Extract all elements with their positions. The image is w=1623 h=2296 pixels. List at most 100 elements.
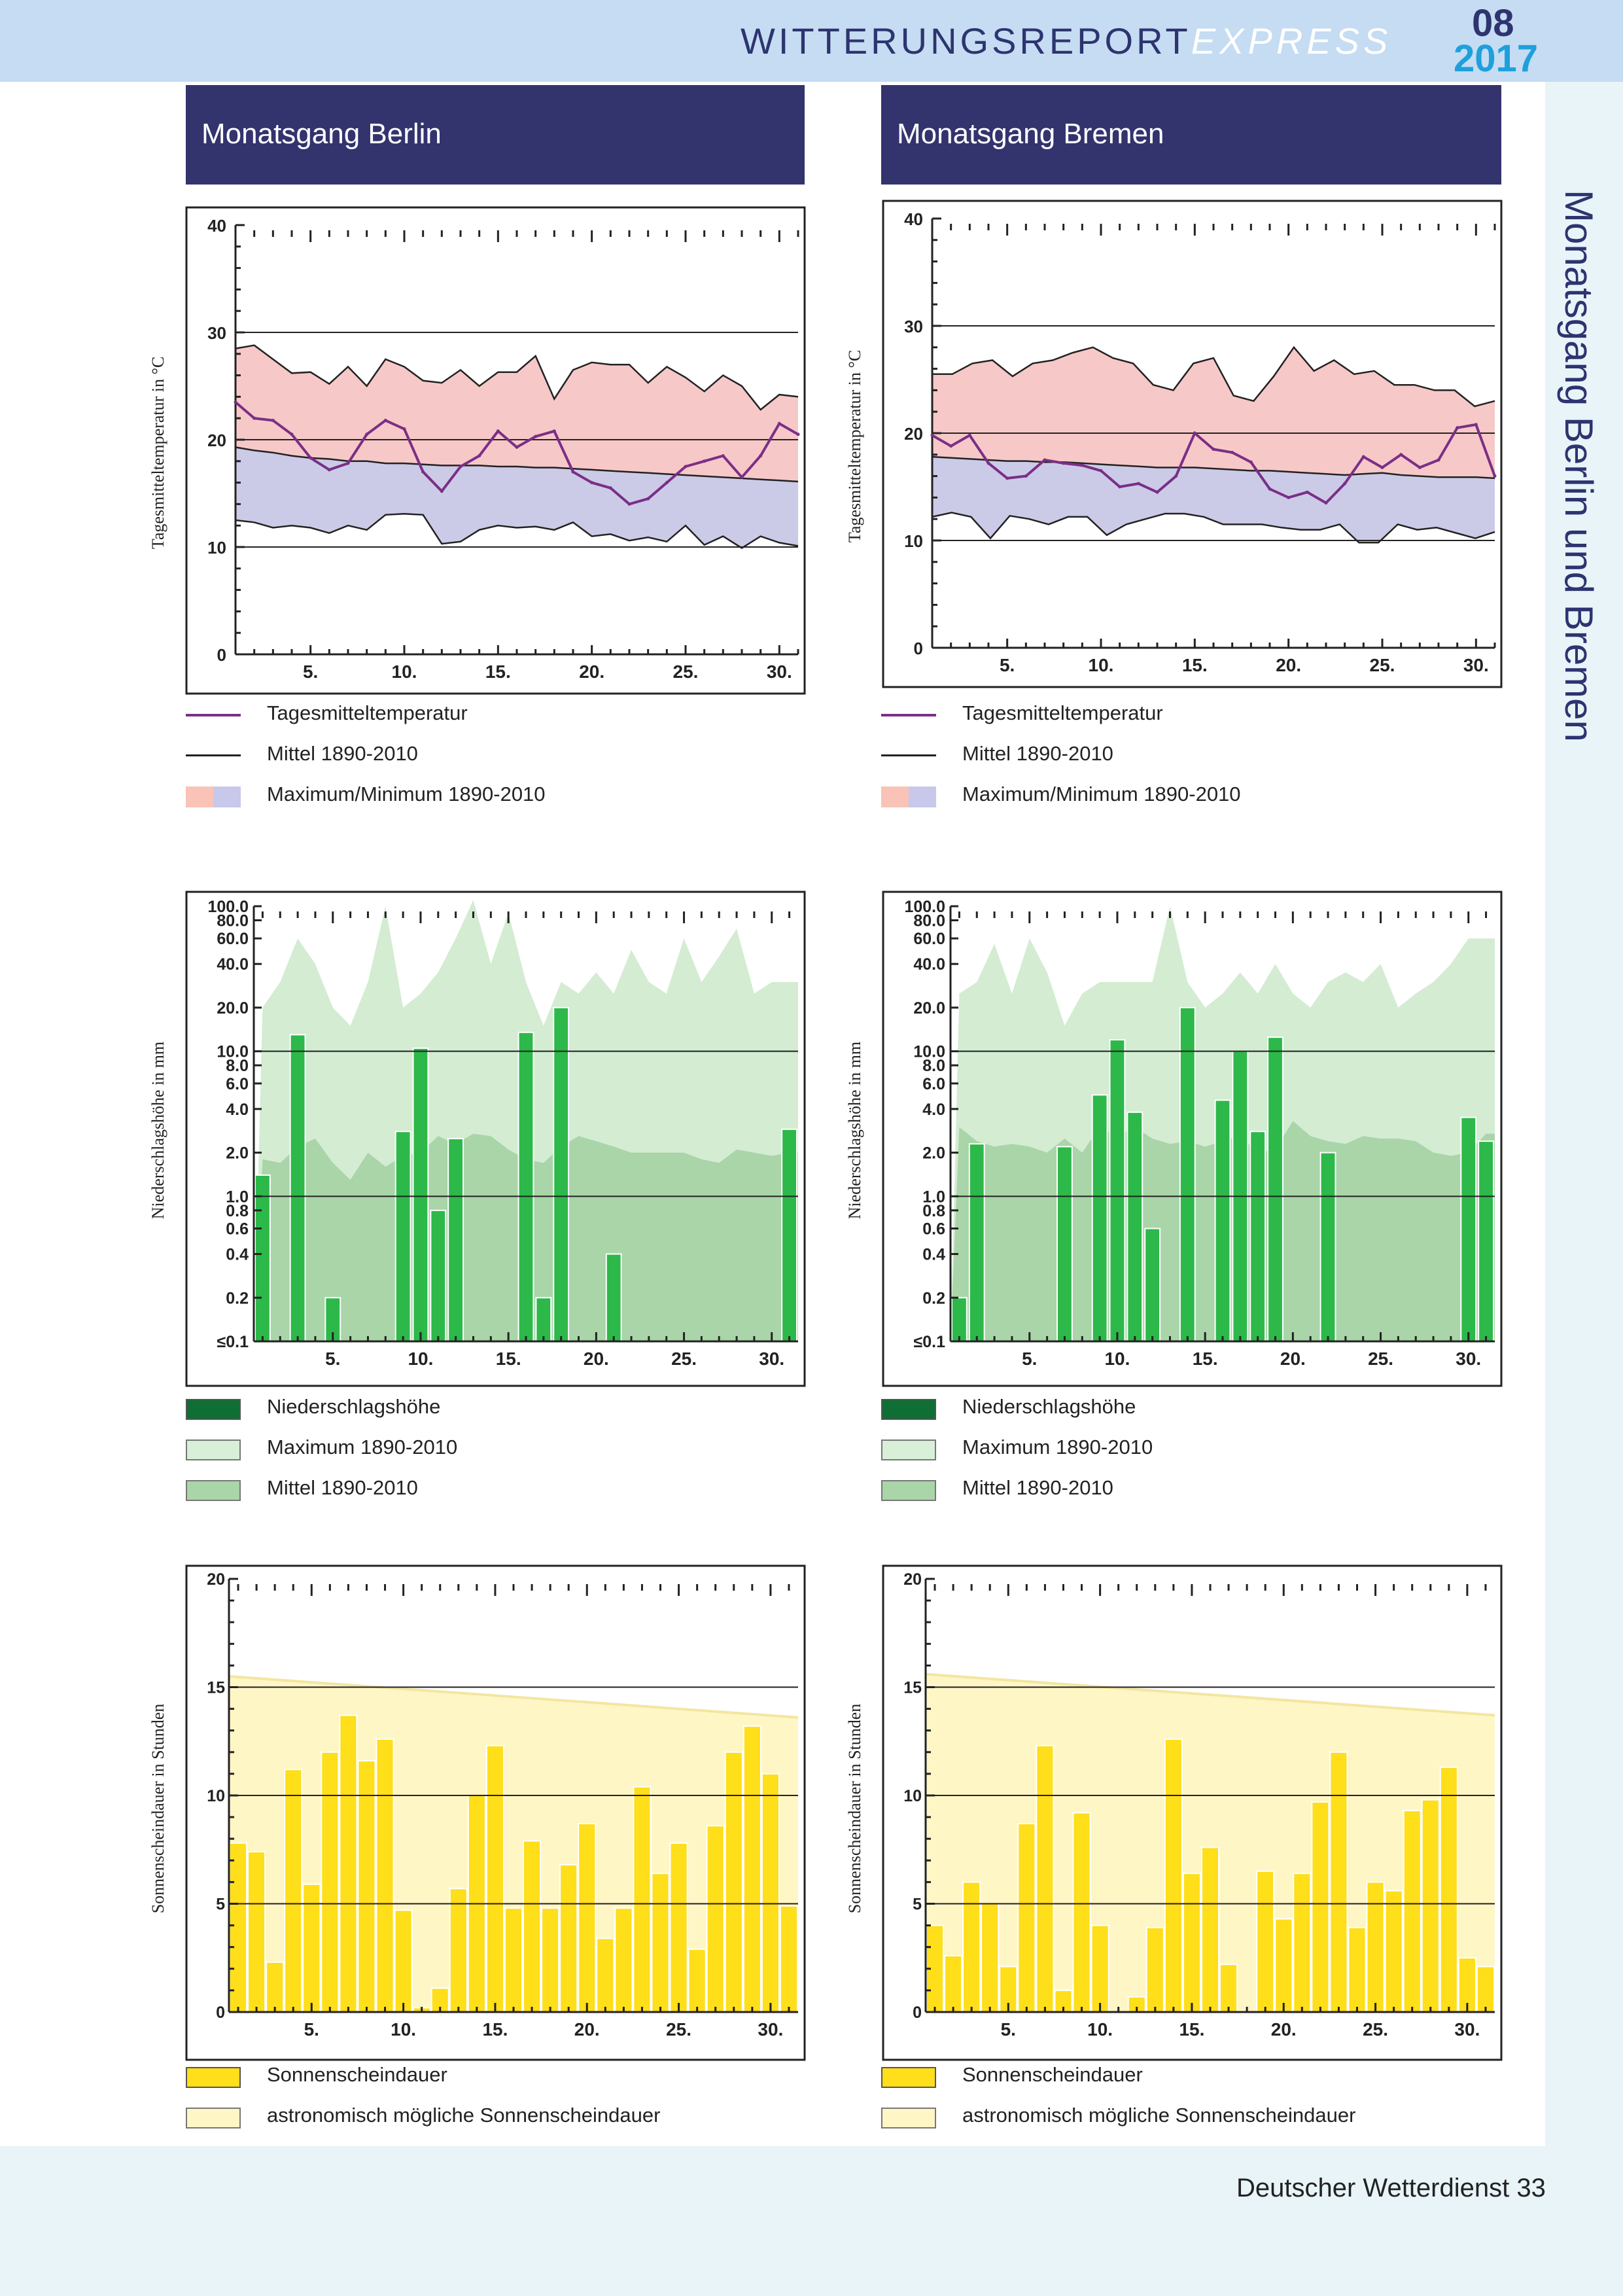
y-tick-label: 0.2 [226, 1289, 249, 1307]
x-tick-label: 5. [1000, 655, 1015, 675]
x-tick-label: 5. [303, 662, 318, 682]
y-tick-label: 6.0 [226, 1075, 249, 1093]
y-tick-label: 10.0 [913, 1043, 945, 1061]
sun-bar [651, 1873, 670, 2013]
y-tick-label: 10 [207, 1787, 225, 1805]
sun-bar [1274, 1918, 1293, 2013]
sun-bar [485, 1744, 504, 2013]
daily-mean-point [1305, 490, 1309, 494]
berlin-precipitation-chart: Niederschlagshöhe in mm≤0.10.20.40.60.81… [148, 891, 806, 1387]
sun-bar [504, 1907, 523, 2013]
x-tick-label: 20. [574, 2019, 600, 2040]
y-tick-label: 0.6 [226, 1220, 249, 1239]
sun-bar [541, 1907, 560, 2013]
x-tick-label: 25. [1363, 2019, 1388, 2040]
precip-bar [1460, 1116, 1477, 1342]
sun-bar [706, 1825, 725, 2013]
sun-bar [1476, 1966, 1495, 2013]
y-tick-label: 60.0 [217, 930, 249, 948]
sun-bar [1072, 1812, 1091, 2013]
legend-swatch-mean [881, 1480, 936, 1501]
sun-bar [1017, 1823, 1036, 2013]
x-tick-label: 20. [579, 662, 604, 682]
x-tick-label: 30. [1463, 655, 1489, 675]
y-tick-label: 0.8 [226, 1202, 249, 1220]
daily-mean-point [1437, 458, 1440, 462]
daily-mean-point [515, 445, 519, 449]
daily-mean-point [534, 434, 538, 438]
legend-label: Niederschlagshöhe [267, 1395, 441, 1418]
y-tick-label: 20.0 [913, 999, 945, 1017]
legend-swatch-sun [186, 2067, 241, 2088]
x-tick-label: 25. [671, 1349, 697, 1369]
x-tick-label: 20. [1271, 2019, 1297, 2040]
x-tick-label: 5. [325, 1349, 340, 1369]
daily-mean-point [1043, 458, 1047, 462]
legend-label: astronomisch mögliche Sonnenscheindauer [267, 2104, 661, 2127]
sun-bar [633, 1786, 652, 2013]
sun-bar [669, 1842, 688, 2013]
precip-bar [1179, 1006, 1196, 1342]
y-tick-label: 40 [207, 216, 226, 236]
sun-bar [1200, 1846, 1220, 2013]
legend-swatch-daily-mean [881, 714, 936, 716]
x-tick-label: 5. [304, 2019, 319, 2040]
max-band [932, 347, 1495, 478]
daily-mean-point [459, 465, 462, 468]
precip-bar [517, 1031, 534, 1343]
daily-mean-point [1005, 476, 1009, 480]
precip-bar [1056, 1146, 1073, 1342]
y-tick-label: 5 [216, 1896, 225, 1914]
side-banner [1545, 82, 1623, 2146]
sun-bar [1164, 1738, 1183, 2013]
sun-bar [394, 1909, 413, 2013]
sun-bar [1182, 1873, 1201, 2013]
x-tick-label: 25. [1368, 1349, 1393, 1369]
daily-mean-point [1155, 490, 1159, 494]
y-tick-label: ≤0.1 [217, 1333, 249, 1351]
x-tick-label: 5. [1001, 2019, 1016, 2040]
y-tick-label: 20 [904, 424, 923, 444]
precip-bar [1249, 1131, 1266, 1342]
y-tick-label: 60.0 [913, 930, 945, 948]
y-tick-label: 1.0 [226, 1188, 249, 1206]
daily-mean-point [1268, 487, 1272, 491]
y-tick-label: 2.0 [922, 1144, 945, 1163]
precip-bar [394, 1131, 411, 1342]
daily-mean-point [1287, 495, 1291, 499]
y-axis-label: Niederschlagshöhe in mm [845, 1042, 864, 1220]
legend-swatch-precip [186, 1399, 241, 1420]
daily-mean-point [1024, 474, 1028, 478]
legend-label: Maximum/Minimum 1890-2010 [267, 783, 546, 805]
sun-bar [266, 1961, 285, 2013]
x-tick-label: 25. [673, 662, 699, 682]
x-tick-label: 10. [1089, 655, 1114, 675]
y-tick-label: 40.0 [913, 955, 945, 974]
legend-swatch-max [186, 1439, 241, 1460]
y-tick-label: 8.0 [922, 1057, 945, 1075]
daily-mean-point [1249, 460, 1253, 464]
daily-mean-point [1361, 455, 1365, 459]
daily-mean-point [930, 433, 934, 437]
legend-label: Sonnenscheindauer [962, 2063, 1143, 2086]
sun-bar [247, 1851, 266, 2013]
daily-mean-point [1136, 482, 1140, 486]
precip-bar [553, 1006, 570, 1342]
y-axis-label: Sonnenscheindauer in Stunden [148, 1704, 167, 1914]
y-tick-label: 20.0 [217, 999, 249, 1017]
legend-swatch-daily-mean [186, 714, 241, 716]
legend-swatch-possible [881, 2108, 936, 2128]
y-tick-label: 0 [913, 2004, 922, 2022]
daily-mean-point [986, 461, 990, 465]
daily-mean-point [402, 427, 406, 431]
sun-bar [614, 1907, 633, 2013]
y-tick-label: 4.0 [922, 1101, 945, 1119]
page-number: 33 [1516, 2174, 1546, 2202]
daily-mean-point [777, 421, 781, 425]
y-axis-label: Tagesmitteltemperatur in °C [845, 350, 864, 543]
y-tick-label: 100.0 [904, 898, 945, 916]
legend-label: Mittel 1890-2010 [267, 1476, 418, 1499]
legend-label: Maximum/Minimum 1890-2010 [962, 783, 1241, 805]
x-tick-label: 25. [1370, 655, 1395, 675]
precip-bar [1214, 1099, 1231, 1342]
